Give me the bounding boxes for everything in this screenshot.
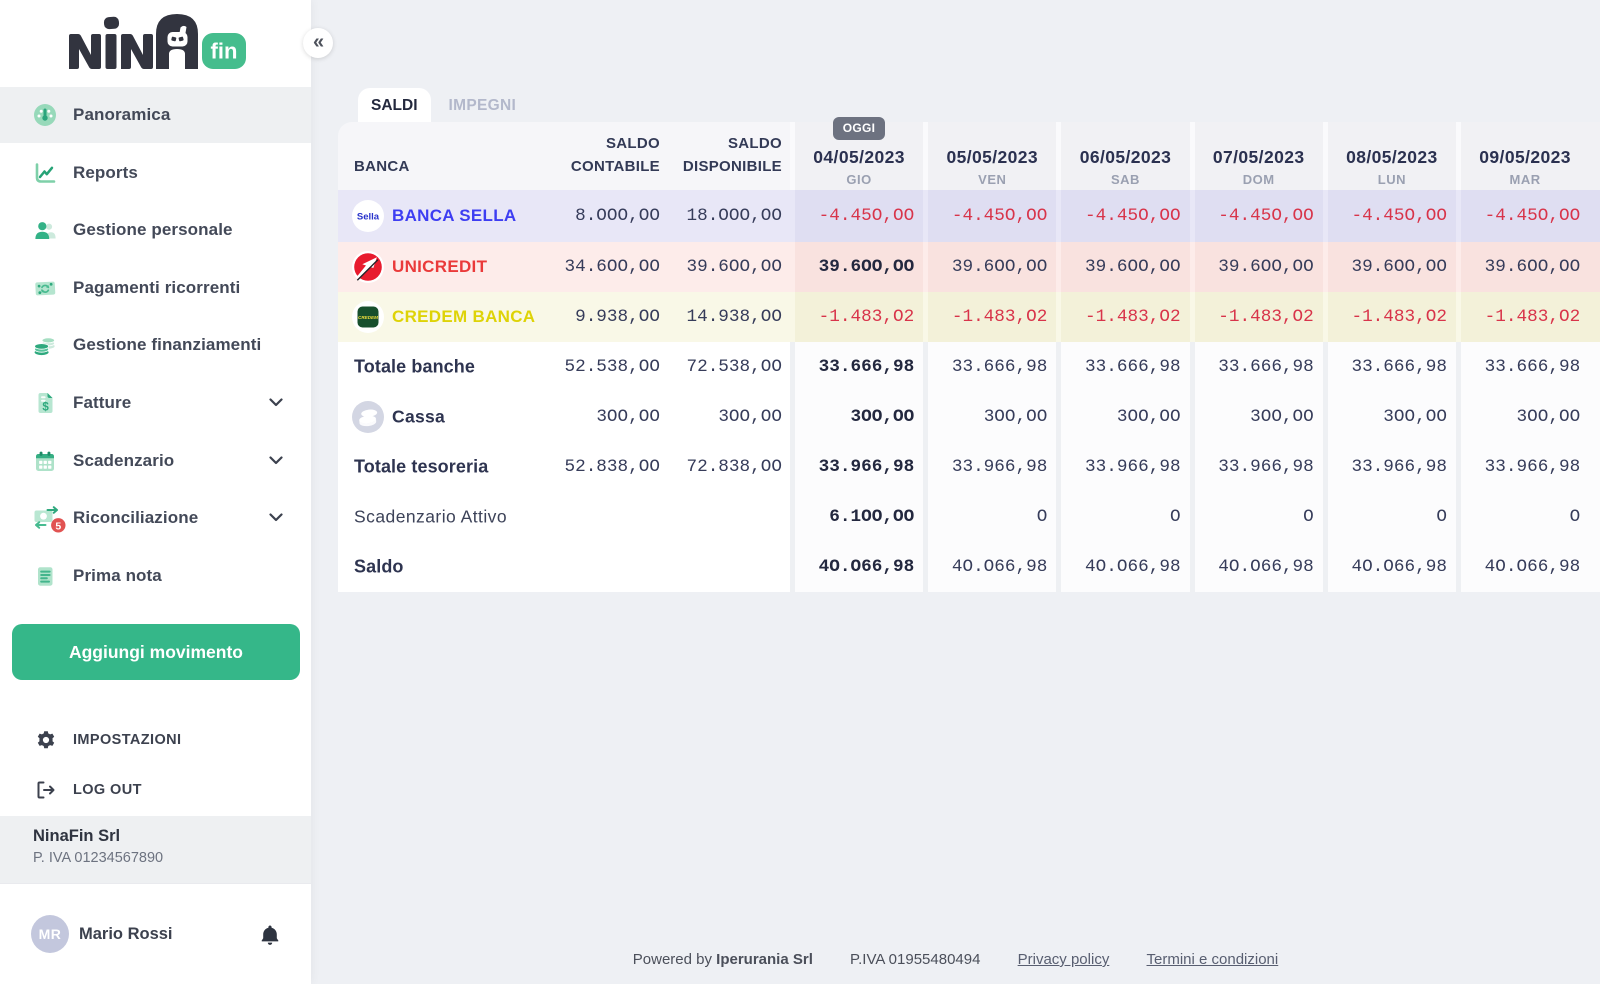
svg-text:5: 5 <box>55 521 61 533</box>
svg-text:CREDEM: CREDEM <box>358 315 378 320</box>
svg-text:$: $ <box>42 402 49 414</box>
svg-text:Sella: Sella <box>357 212 380 223</box>
svg-text:fin: fin <box>211 39 238 64</box>
